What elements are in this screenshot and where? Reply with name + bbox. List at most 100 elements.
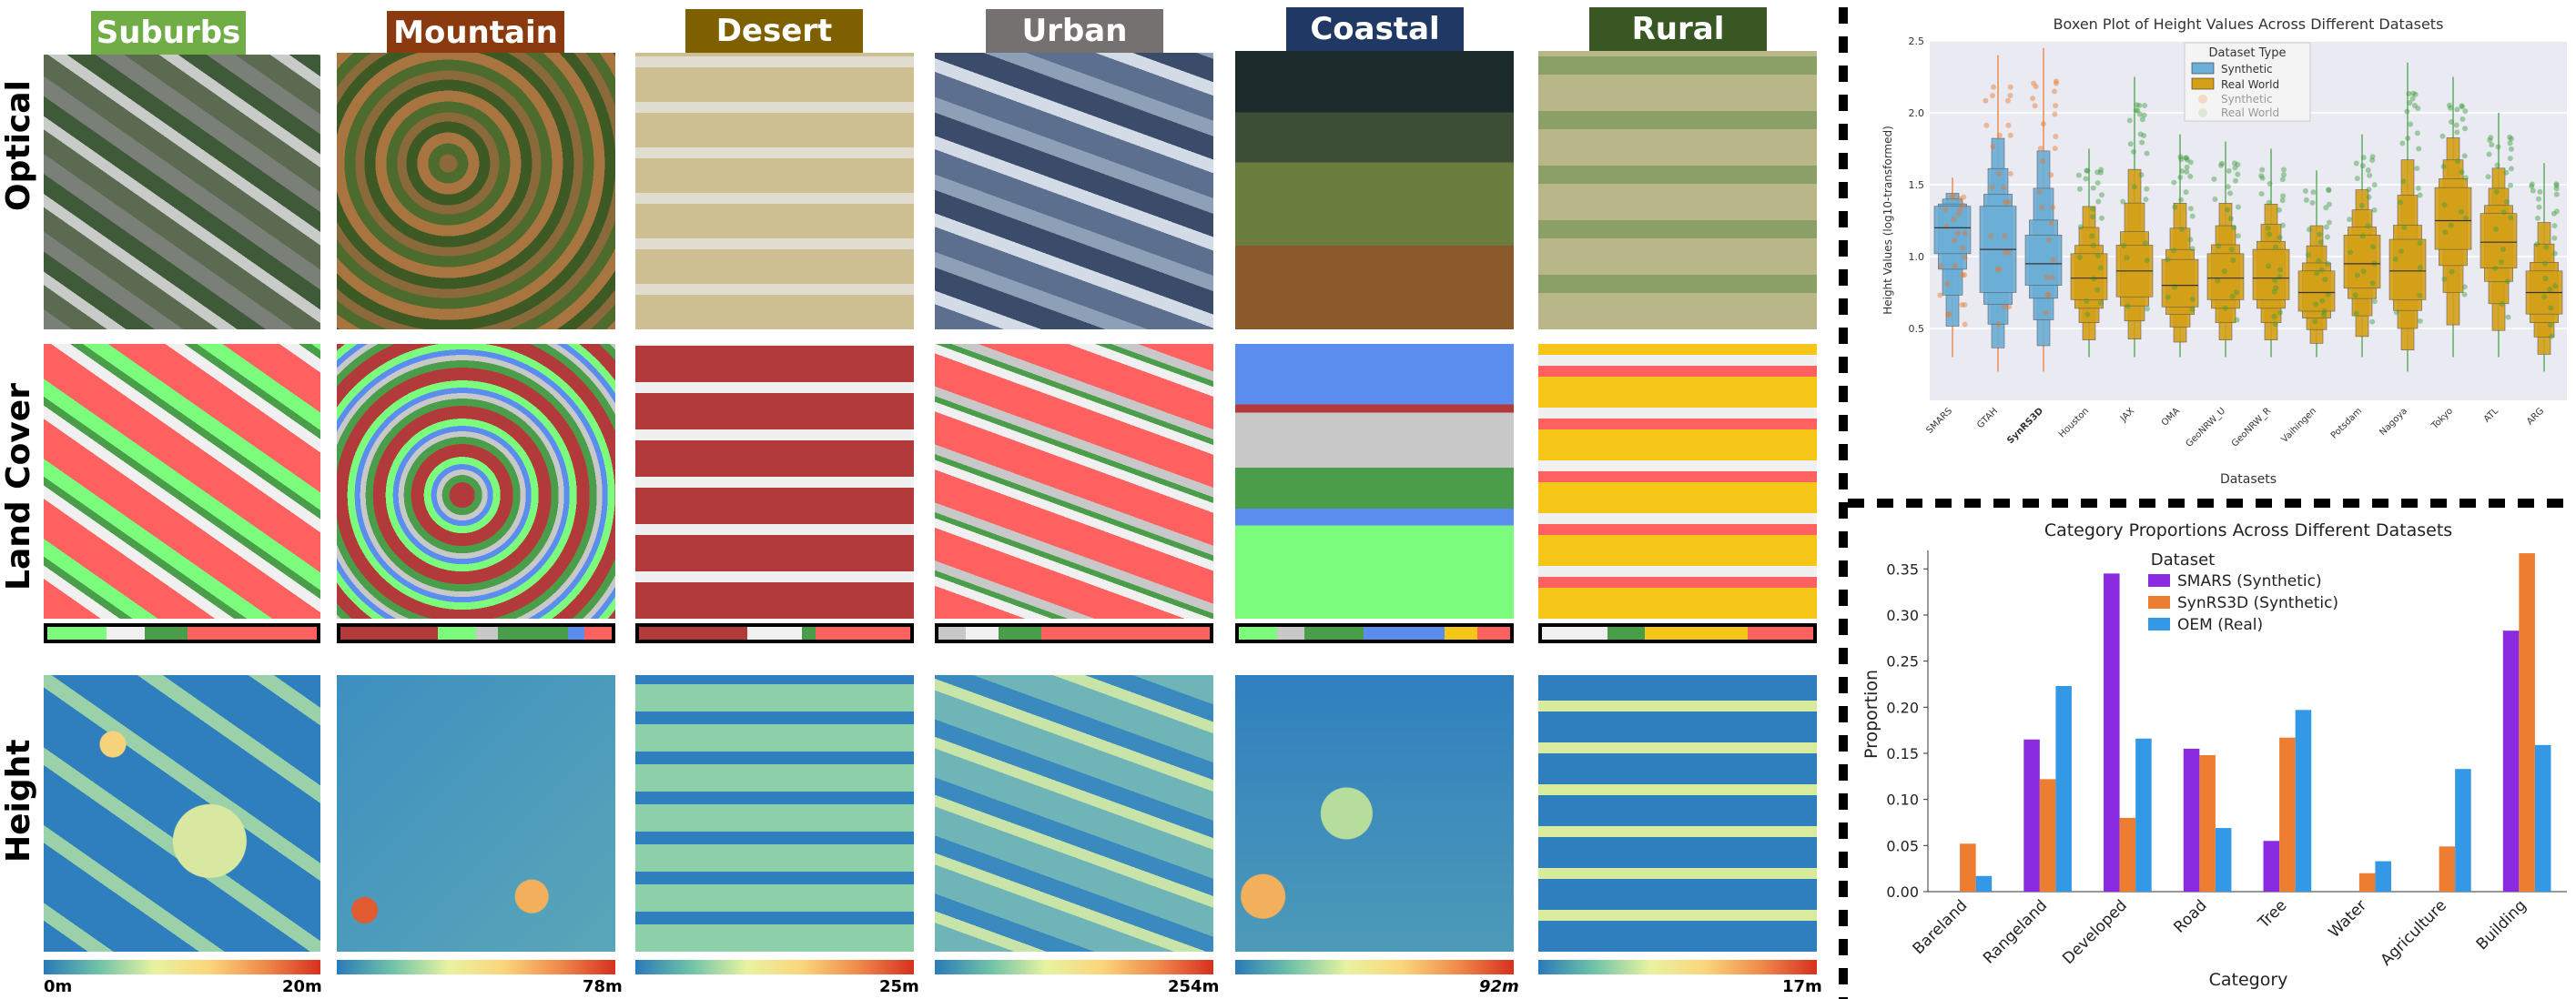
boxen-point [2459,103,2465,109]
boxen-point [2367,172,2373,178]
boxen-point [2547,322,2553,328]
boxen-point [2458,208,2464,215]
boxen-point [2189,296,2196,302]
boxen-point [2323,224,2329,230]
boxen-point [2050,257,2056,263]
bar-title: Category Proportions Across Different Da… [2044,520,2452,540]
boxen-point [2320,311,2327,318]
boxen-point [2541,294,2548,300]
boxen-ytick-label: 2.0 [1909,107,1925,119]
boxen-point [2138,172,2145,178]
bar-xtick-label: Road [2170,896,2210,936]
boxen-point [2353,310,2359,317]
boxen-point [1988,233,1994,239]
bar-legend-title: Dataset [2151,550,2216,570]
boxen-point [2099,215,2104,221]
boxen-point [2492,265,2499,271]
boxen-point [2551,210,2557,217]
boxen-point [2048,220,2054,227]
boxen-point [2037,146,2044,152]
boxen-point [2326,219,2332,226]
boxen-ytick-label: 1.5 [1909,179,1925,191]
height-colorbar-coastal [1235,960,1514,974]
boxen-point [1950,193,1956,199]
boxen-point [1952,237,1958,244]
boxen-point [1962,272,1968,278]
boxen-point [2535,196,2541,202]
boxen-point [1996,132,2003,138]
boxen-point [2347,217,2353,223]
boxen-point [2053,80,2059,86]
bar-ytick-label: 0.10 [1886,792,1919,809]
boxen-xlabel: Datasets [2220,472,2277,487]
boxen-point [2083,176,2089,182]
height-max-label-coastal: 92m [1479,977,1519,996]
boxen-point [2177,154,2184,160]
boxen-point [2177,174,2184,180]
boxen-point [2076,254,2083,260]
boxen-point [2404,108,2410,115]
boxen-point [2003,199,2009,206]
boxen-point [2051,88,2057,95]
boxen-point [2184,168,2190,175]
boxen-point [1944,281,1951,288]
boxen-legend-synthetic-points: Synthetic [2221,93,2273,106]
height-map-rural [1538,675,1817,952]
boxen-point [2187,206,2194,212]
boxen-point [2324,234,2330,240]
boxen-point [2232,177,2238,184]
boxen-point [2005,122,2012,128]
boxen-xtick-label: Vaihingen [2280,406,2319,445]
boxen-point [2144,186,2150,192]
boxen-point [2235,204,2241,210]
boxen-point [2409,96,2416,102]
boxen-point [1995,321,2002,328]
boxen-point [2266,263,2272,269]
boxen-xtick-label: ARG [2525,406,2546,427]
boxen-point [2302,187,2308,194]
boxen-point [2508,146,2514,152]
boxen-point [2449,268,2455,275]
boxen-point [2084,311,2091,318]
boxen-point [2053,134,2059,140]
boxen-point [2414,130,2420,136]
boxen-point [2448,222,2454,228]
boxen-box [2480,213,2518,268]
boxen-point [1943,224,1950,230]
boxen-point [2551,235,2558,241]
boxen-point [2219,160,2226,166]
boxen-point [2184,156,2190,163]
boxen-point [2543,244,2550,250]
height-max-label-urban: 254m [1168,977,1220,996]
boxen-point [2407,100,2413,106]
boxen-xtick-label: SMARS [1925,406,1955,436]
boxen-point [2183,189,2189,196]
bar-ytick-label: 0.30 [1886,607,1919,624]
boxen-point [2279,197,2286,204]
boxen-point [2135,107,2141,114]
height-max-label-suburbs: 20m [282,977,322,996]
boxen-point [1962,255,1968,261]
row-label-height: Height [0,739,37,863]
boxen-point [2189,246,2196,252]
boxen-point [2179,167,2186,174]
boxen-point [2094,180,2101,187]
boxen-point [1942,207,1949,213]
boxen-point [1937,292,1943,298]
boxen-point [2303,197,2309,203]
scene-title-coastal: Coastal [1286,7,1464,51]
boxen-point [2319,298,2326,304]
optical-image-coastal [1235,51,1514,329]
boxen-point [2447,102,2453,108]
height-map-desert [635,675,914,952]
boxen-box [2161,258,2199,308]
boxen-point [2144,306,2150,312]
boxen-point [1994,266,2001,272]
boxen-box [2252,248,2290,300]
boxen-legend-realworld: Real World [2221,78,2279,91]
boxen-point [2007,132,2013,138]
boxen-point [2184,155,2190,161]
scene-title-suburbs: Suburbs [91,11,246,55]
boxen-point [2530,187,2536,194]
boxen-point [2187,159,2194,166]
